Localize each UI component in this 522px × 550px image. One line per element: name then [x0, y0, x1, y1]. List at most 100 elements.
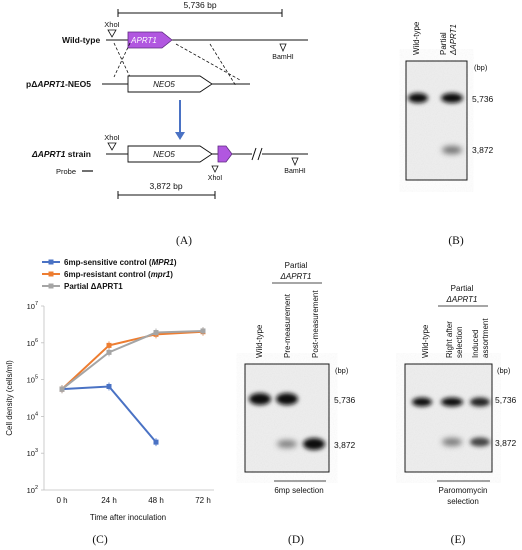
panel-b-bp: (bp) [474, 63, 488, 72]
y-tick-label: 105 [27, 375, 38, 385]
legend-label: 6mp-sensitive control (MPR1) [64, 258, 177, 267]
data-point [106, 383, 112, 389]
panel-e: Partial ΔAPRT1 Wild-type Right after sel… [404, 284, 517, 546]
data-point [106, 342, 112, 348]
xhoi-site-marker [107, 29, 117, 38]
x-ticks: 0 h 24 h 48 h 72 h [56, 496, 210, 505]
neo5-gene-arrow-strain [127, 145, 213, 163]
construct-row-label: pΔAPRT1-NEO5 [26, 79, 91, 89]
band-e-after-5736 [441, 397, 463, 407]
panel-b-lane-gene: ΔAPRT1 [449, 24, 458, 56]
data-point [106, 349, 112, 355]
xhoi-label-bottom: XhoI [208, 175, 222, 182]
xhoi-label-mid: XhoI [104, 133, 119, 142]
band-b-wt-5736 [408, 93, 428, 103]
y-axis-title: Cell density (cells/ml) [5, 360, 14, 436]
panel-a-caption: (A) [176, 235, 192, 247]
panel-e-lane-right-after: Right after [445, 321, 454, 358]
panel-d-lane-pre: Pre-measurement [283, 293, 292, 358]
band-d-pre-5736 [276, 393, 298, 405]
panel-b-size-5736: 5,736 [472, 94, 494, 104]
band-d-pre-3872 [277, 440, 297, 448]
chart-series [59, 326, 206, 447]
panel-d-gene: ΔAPRT1 [279, 272, 311, 281]
chart-legend: 6mp-sensitive control (MPR1) 6mp-resistan… [42, 258, 177, 291]
bamhi-label-bottom: BamHI [284, 168, 305, 175]
series-line [61, 329, 204, 390]
panel-d-lane-wildtype: Wild-type [255, 324, 264, 358]
aprt1-remnant-arrow [217, 145, 233, 163]
panel-b-lane-partial: Partial [439, 32, 448, 55]
panel-e-size-3872: 3,872 [495, 438, 517, 448]
panel-e-gene: ΔAPRT1 [445, 295, 477, 304]
bamhi-site-marker-top [279, 43, 287, 53]
panel-e-lane-selection: selection [455, 326, 464, 358]
panel-d-bp: (bp) [335, 366, 349, 375]
panel-c-caption: (C) [92, 534, 108, 546]
series-line [61, 330, 204, 390]
band-e-induced-3872 [470, 437, 490, 447]
probe-label: Probe [56, 167, 76, 176]
panel-d-selection: 6mp selection [274, 486, 323, 495]
break-mark [251, 147, 263, 161]
bamhi-label-top: BamHI [272, 54, 293, 61]
band-e-wt-5736 [412, 397, 432, 407]
x-tick-label: 24 h [101, 496, 117, 505]
series-line [61, 385, 157, 443]
aprt1-gene-label: APRT1 [130, 36, 157, 45]
panel-e-caption: (E) [451, 534, 466, 546]
panel-e-bp: (bp) [497, 366, 511, 375]
panel-e-size-5736: 5,736 [495, 395, 517, 405]
x-axis-title: Time after inoculation [90, 513, 166, 522]
legend-label: 6mp-resistant control (mpr1) [64, 270, 173, 279]
data-point [200, 328, 206, 334]
wildtype-row-label: Wild-type [62, 35, 100, 45]
y-ticks: 102 103 104 105 106 107 [27, 301, 44, 495]
panel-d-partial: Partial [285, 261, 308, 270]
legend-label: Partial ΔAPRT1 [64, 282, 123, 291]
x-tick-label: 48 h [148, 496, 164, 505]
y-tick-label: 104 [27, 411, 38, 421]
panel-c: 6mp-sensitive control (MPR1) 6mp-resistan… [5, 258, 214, 546]
band-b-partial-3872 [442, 146, 462, 154]
panel-b-caption: (B) [448, 235, 464, 247]
top-bp-label: 5,736 bp [183, 0, 216, 10]
y-tick-label: 103 [27, 448, 38, 458]
y-tick-label: 102 [27, 485, 38, 495]
y-tick-label: 106 [27, 338, 38, 348]
data-point [153, 330, 159, 336]
panel-b: Wild-type Partial ΔAPRT1 (bp) 5,736 3,87… [405, 21, 494, 247]
bottom-bp-label: 3,872 bp [149, 181, 182, 191]
panel-e-lane-induced: Induced [471, 330, 480, 358]
panel-e-selection-a: Paromomycin [439, 486, 488, 495]
band-d-post-3872 [303, 438, 325, 450]
neo5-label-construct: NEO5 [153, 80, 175, 89]
band-d-wt-5736 [249, 393, 271, 405]
panel-e-partial: Partial [451, 284, 474, 293]
panel-d-size-3872: 3,872 [334, 440, 356, 450]
x-tick-label: 0 h [56, 496, 67, 505]
panel-d-lane-post: Post-measurement [311, 290, 320, 358]
xhoi-label-top: XhoI [104, 20, 119, 29]
panel-e-lane-assortment: assortment [481, 318, 490, 358]
x-tick-label: 72 h [195, 496, 211, 505]
aprt1-gene-arrow [127, 31, 173, 49]
panel-b-lane-wildtype: Wild-type [412, 21, 421, 55]
panel-a: 5,736 bp XhoI Wild-type APRT1 BamHI pΔAP… [26, 0, 308, 247]
data-point [153, 439, 159, 445]
panel-d: Partial ΔAPRT1 Wild-type Pre-measurement… [244, 261, 356, 546]
band-e-induced-5736 [470, 397, 490, 407]
data-point [59, 386, 65, 392]
panel-d-caption: (D) [288, 534, 304, 546]
neo5-gene-arrow-construct [127, 75, 213, 93]
panel-e-lane-wildtype: Wild-type [421, 324, 430, 358]
neo5-label-strain: NEO5 [153, 150, 175, 159]
panel-e-selection-b: selection [447, 497, 479, 506]
band-b-partial-5736 [441, 93, 463, 103]
y-tick-label: 107 [27, 301, 38, 311]
band-e-after-3872 [442, 438, 462, 446]
strain-row-label: ΔAPRT1 strain [31, 149, 91, 159]
panel-b-size-3872: 3,872 [472, 145, 494, 155]
panel-d-size-5736: 5,736 [334, 395, 356, 405]
